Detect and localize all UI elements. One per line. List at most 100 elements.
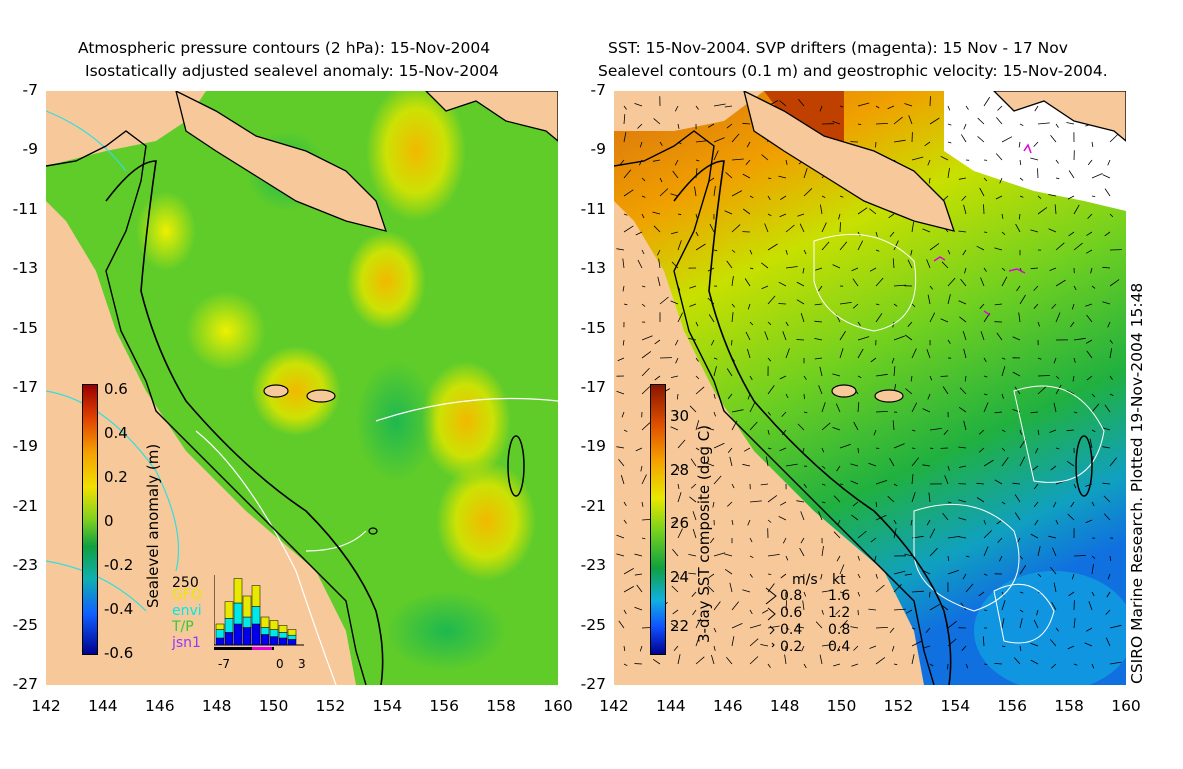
velocity-arrow: [670, 426, 679, 431]
velocity-arrow: [977, 136, 985, 143]
velocity-arrow: [962, 249, 967, 256]
velocity-arrow: [965, 663, 969, 669]
velocity-arrow: [853, 421, 859, 431]
velocity-arrow: [947, 294, 951, 305]
velocity-arrow: [659, 141, 663, 146]
velocity-arrow: [767, 519, 772, 523]
velocity-arrow: [976, 482, 985, 485]
velocity-arrow: [617, 357, 625, 362]
velocity-arrow: [891, 645, 895, 652]
velocity-arrow: [928, 177, 931, 184]
velocity-arrow: [995, 195, 1003, 200]
velocity-arrow: [910, 375, 913, 382]
velocity-arrow: [978, 591, 985, 597]
velocity-arrow: [1050, 567, 1057, 575]
velocity-arrow: [869, 267, 877, 272]
velocity-arrow: [997, 105, 1003, 111]
velocity-arrow: [821, 195, 826, 199]
velocity-arrow: [994, 411, 1003, 414]
velocity-arrow: [639, 141, 643, 148]
velocity-arrow: [820, 204, 823, 215]
velocity-arrow: [1073, 242, 1083, 251]
inset-sat-gfo: GFO: [172, 587, 202, 603]
velocity-arrow: [1073, 483, 1077, 489]
inset-bar-segment: [233, 602, 243, 625]
velocity-arrow: [905, 388, 913, 395]
velocity-arrow: [815, 621, 823, 629]
velocity-row-ms: 0.2: [780, 639, 803, 655]
velocity-arrow: [857, 102, 870, 107]
velocity-arrow: [1037, 573, 1042, 578]
inset-bar-segment: [269, 620, 279, 630]
velocity-arrow: [818, 511, 823, 521]
velocity-arrow: [779, 100, 787, 107]
velocity-arrow: [692, 511, 697, 521]
velocity-arrow: [713, 411, 716, 417]
velocity-arrow: [641, 335, 653, 341]
velocity-arrow: [616, 390, 625, 395]
velocity-arrow: [1067, 513, 1075, 521]
velocity-arrow: [760, 483, 769, 486]
velocity-arrow: [839, 348, 844, 359]
velocity-arrow: [875, 105, 880, 109]
y-tick-label: -21: [12, 496, 38, 515]
velocity-arrow: [781, 411, 787, 417]
velocity-arrow: [1085, 303, 1093, 307]
velocity-arrow: [1073, 357, 1076, 363]
velocity-arrow: [1105, 637, 1111, 647]
velocity-arrow: [797, 213, 805, 217]
velocity-arrow: [947, 277, 956, 287]
velocity-arrow: [911, 474, 914, 485]
velocity-arrow: [961, 645, 967, 651]
velocity-arrow: [1019, 159, 1022, 166]
inset-bar-segment: [224, 618, 234, 633]
velocity-arrow: [1055, 177, 1060, 180]
velocity-arrow: [875, 123, 888, 125]
y-tick-label: -17: [580, 378, 606, 396]
y-tick-label: -21: [580, 496, 606, 515]
velocity-arrow: [747, 348, 751, 359]
velocity-arrow: [1001, 213, 1004, 219]
velocity-arrow: [962, 330, 967, 341]
velocity-arrow: [839, 241, 848, 251]
velocity-arrow: [911, 156, 924, 161]
velocity-arrow: [744, 278, 751, 287]
velocity-arrow: [641, 367, 650, 377]
velocity-arrow: [833, 663, 841, 667]
velocity-arrow: [943, 429, 949, 435]
velocity-arrow: [1037, 122, 1050, 125]
velocity-arrow: [785, 224, 795, 233]
velocity-arrow: [857, 447, 859, 454]
velocity-arrow: [857, 348, 864, 359]
velocity-arrow: [1033, 303, 1039, 309]
velocity-arrow: [983, 357, 987, 363]
velocity-arrow: [785, 393, 789, 399]
velocity-arrow: [727, 501, 733, 507]
velocity-arrow: [1091, 195, 1096, 197]
velocity-arrow: [922, 228, 931, 233]
velocity-arrow: [1013, 657, 1021, 665]
velocity-arrow: [927, 159, 931, 166]
velocity-arrow: [635, 231, 643, 236]
velocity-arrow: [875, 501, 878, 508]
velocity-arrow: [851, 663, 859, 667]
velocity-arrow: [1035, 447, 1039, 454]
velocity-arrow: [785, 348, 790, 359]
velocity-arrow: [1001, 501, 1006, 505]
velocity-arrow: [803, 249, 807, 255]
velocity-arrow: [785, 645, 787, 652]
velocity-arrow: [695, 243, 706, 251]
velocity-arrow: [851, 514, 859, 521]
velocity-arrow: [742, 208, 751, 215]
velocity-arrow: [887, 495, 895, 503]
x-tick-label: 150: [826, 697, 857, 715]
velocity-arrow: [640, 465, 643, 472]
velocity-arrow: [747, 519, 751, 526]
velocity-arrow: [634, 606, 643, 611]
velocity-arrow: [960, 602, 967, 611]
velocity-arrow: [622, 285, 625, 292]
left-cbar-tick-5: -0.4: [104, 600, 134, 618]
velocity-arrow: [983, 204, 985, 215]
left-cbar-tick-3: 0: [104, 512, 114, 530]
velocity-arrow: [749, 500, 762, 503]
